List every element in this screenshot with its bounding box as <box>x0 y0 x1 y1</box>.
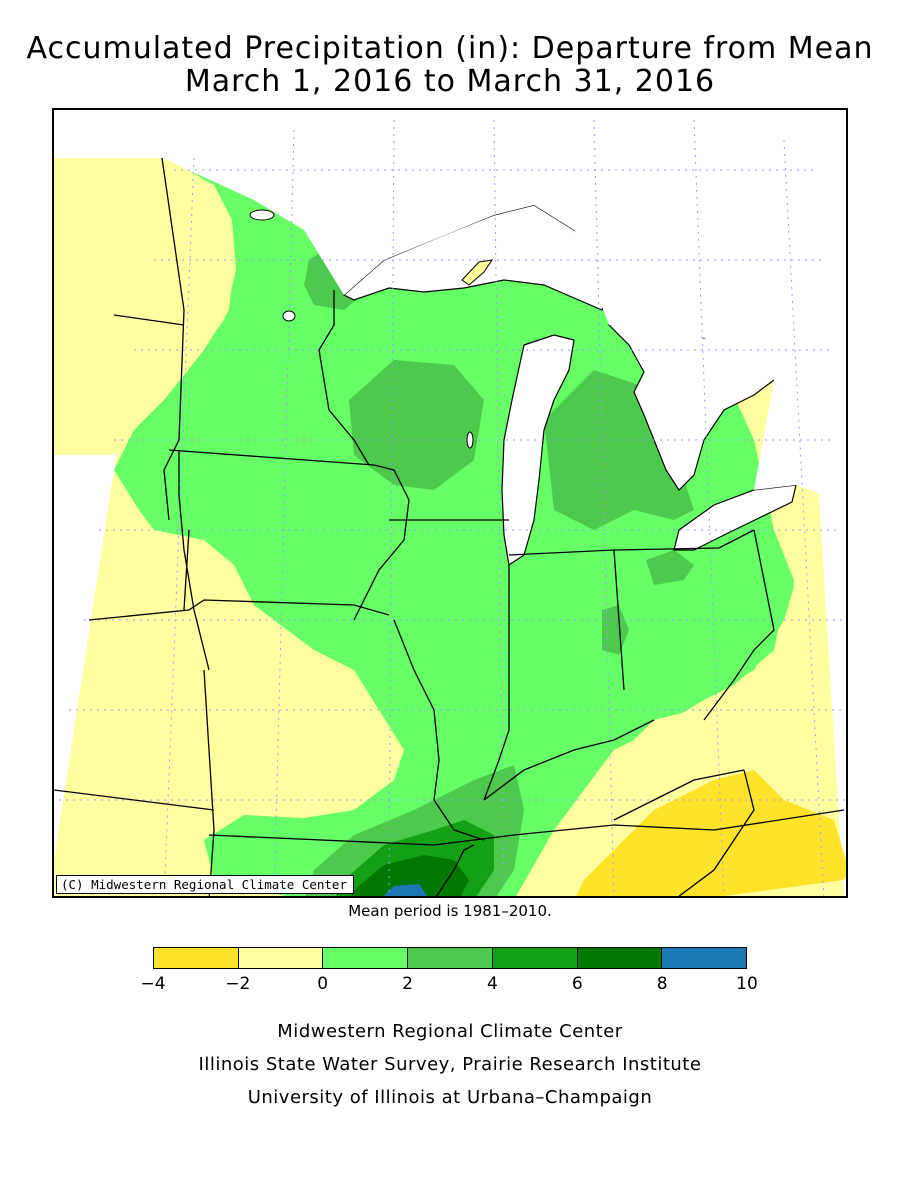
blank-patch <box>312 196 390 230</box>
legend-tick-label: 6 <box>571 974 583 994</box>
legend-swatch-1 <box>238 948 324 968</box>
map-canvas <box>54 110 846 896</box>
legend-swatch-3 <box>408 948 493 968</box>
islands <box>249 209 474 449</box>
zone-2-to-4-indiana <box>602 605 629 655</box>
legend-swatch-6 <box>662 948 747 968</box>
map-date-range: March 1, 2016 to March 31, 2016 <box>184 64 716 99</box>
zone-8-to-10 <box>383 884 428 896</box>
zone-neg4-to-neg2 <box>576 770 846 896</box>
zone-2-to-4-ohio <box>646 550 694 585</box>
legend-tick-label: −4 <box>140 974 166 994</box>
zone-2-to-4-wisconsin <box>349 360 484 490</box>
mean-period-note: Mean period is 1981–2010. <box>348 902 552 920</box>
legend-tick-label: 4 <box>487 974 498 994</box>
credit-isws: Illinois State Water Survey, Prairie Res… <box>198 1054 702 1075</box>
legend-tick-label: 8 <box>656 974 668 994</box>
graticule <box>59 119 846 896</box>
map-title: Accumulated Precipitation (in): Departur… <box>26 31 874 66</box>
lake-erie <box>673 484 797 551</box>
lake-michigan <box>501 334 575 567</box>
legend-swatch-4 <box>492 948 578 968</box>
precipitation-departure-map: (C) Midwestern Regional Climate Center <box>52 108 848 898</box>
legend-tick-label: 2 <box>402 974 413 994</box>
zone-6-to-8 <box>351 855 469 896</box>
zone-0-to-2-indiana <box>474 550 789 850</box>
legend-swatch-5 <box>577 948 663 968</box>
legend-tick-label: 0 <box>317 974 329 994</box>
legend-tick-label: −2 <box>225 974 251 994</box>
legend-swatch-0 <box>154 948 239 968</box>
credit-mrcc: Midwestern Regional Climate Center <box>277 1021 623 1042</box>
zone-neg2-to-0-west <box>54 158 236 455</box>
legend-swatch-2 <box>323 948 409 968</box>
copyright-label: (C) Midwestern Regional Climate Center <box>56 875 354 894</box>
color-legend <box>153 947 747 969</box>
door-peninsula <box>461 259 494 286</box>
credit-uiuc: University of Illinois at Urbana–Champai… <box>247 1087 653 1108</box>
legend-tick-label: 10 <box>736 974 758 994</box>
